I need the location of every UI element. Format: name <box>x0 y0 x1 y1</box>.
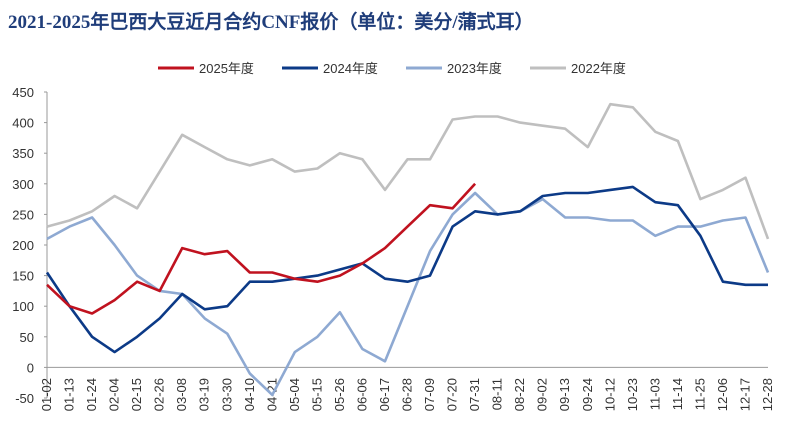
x-tick-label: 12-17 <box>737 378 752 411</box>
series-line <box>45 185 768 354</box>
series-line <box>46 182 477 315</box>
x-tick-label: 07-09 <box>422 378 437 411</box>
series-line <box>46 191 770 397</box>
x-tick-label: 08-11 <box>490 378 505 410</box>
x-tick-label: 08-22 <box>512 378 527 411</box>
x-tick-label: 07-31 <box>467 378 482 411</box>
y-tick-label: 300 <box>12 177 34 192</box>
y-tick-label: 0 <box>27 360 34 375</box>
x-tick-label: 09-24 <box>580 378 595 411</box>
x-tick-label: 10-12 <box>602 378 617 411</box>
x-tick-label: 01-24 <box>84 378 99 411</box>
legend-label: 2023年度 <box>447 61 502 76</box>
x-tick-label: 04-10 <box>242 378 257 411</box>
y-tick-label: -50 <box>15 391 34 406</box>
x-tick-label: 05-04 <box>287 378 302 411</box>
x-tick-label: 06-06 <box>354 378 369 411</box>
y-tick-label: 350 <box>12 146 34 161</box>
x-tick-label: 07-20 <box>445 378 460 411</box>
y-tick-label: 100 <box>12 299 34 314</box>
chart-title: 2021-2025年巴西大豆近月合约CNF报价（单位：美分/蒲式耳） <box>8 10 534 33</box>
x-tick-label: 05-15 <box>309 378 324 411</box>
x-tick-label: 12-28 <box>760 378 775 411</box>
y-tick-label: 150 <box>12 269 34 284</box>
x-tick-label: 11-14 <box>670 378 685 410</box>
x-tick-label: 11-25 <box>692 378 707 410</box>
y-tick-label: 400 <box>12 116 34 131</box>
y-tick-label: 200 <box>12 238 34 253</box>
x-tick-label: 03-08 <box>174 378 189 411</box>
legend-label: 2024年度 <box>323 61 378 76</box>
x-tick-label: 12-06 <box>715 378 730 411</box>
y-tick-label: 250 <box>12 207 34 222</box>
x-tick-label: 06-28 <box>400 378 415 411</box>
legend-label: 2022年度 <box>571 61 626 76</box>
x-tick-label: 01-13 <box>62 378 77 411</box>
x-tick-label: 03-30 <box>219 378 234 411</box>
x-tick-label: 03-19 <box>197 378 212 411</box>
x-tick-label: 02-15 <box>129 378 144 411</box>
series-line <box>46 102 770 240</box>
x-tick-label: 09-13 <box>557 378 572 411</box>
y-tick-label: 50 <box>20 330 34 345</box>
x-tick-label: 02-26 <box>152 378 167 411</box>
x-tick-label: 01-02 <box>39 378 54 411</box>
x-tick-label: 10-23 <box>625 378 640 411</box>
legend-label: 2025年度 <box>199 61 254 76</box>
x-tick-label: 11-03 <box>647 378 662 410</box>
y-tick-label: 450 <box>12 85 34 100</box>
x-tick-label: 02-04 <box>107 378 122 411</box>
x-tick-label: 06-17 <box>377 378 392 411</box>
x-tick-label: 05-26 <box>332 378 347 411</box>
x-tick-label: 09-02 <box>535 378 550 411</box>
